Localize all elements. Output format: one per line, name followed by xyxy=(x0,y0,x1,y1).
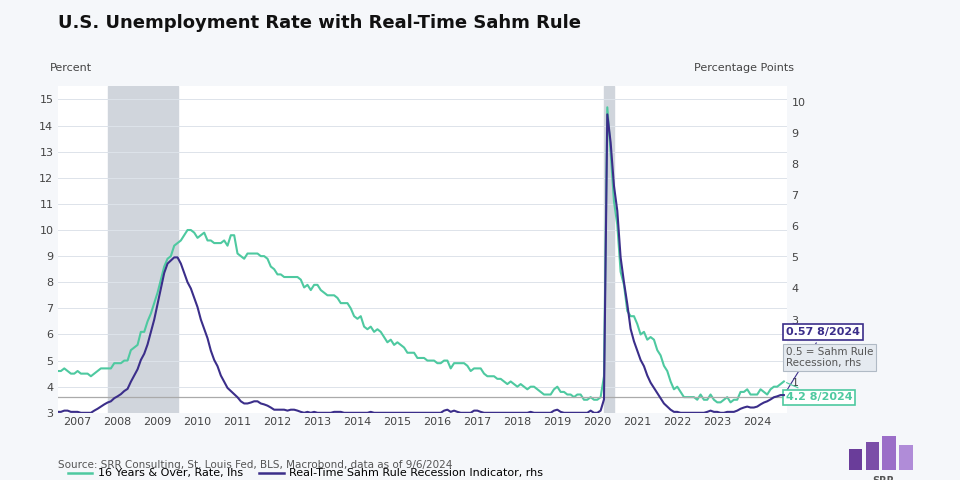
Text: 0.5 = Sahm Rule
Recession, rhs: 0.5 = Sahm Rule Recession, rhs xyxy=(786,347,874,368)
Bar xyxy=(849,449,862,470)
Bar xyxy=(882,436,897,470)
Bar xyxy=(604,86,614,413)
Text: Percentage Points: Percentage Points xyxy=(694,63,795,73)
Text: 0.57 8/2024: 0.57 8/2024 xyxy=(785,327,860,393)
Legend: 16 Years & Over, Rate, lhs, Real-Time Sahm Rule Recession Indicator, rhs: 16 Years & Over, Rate, lhs, Real-Time Sa… xyxy=(63,464,548,480)
Bar xyxy=(900,445,913,470)
Text: Percent: Percent xyxy=(50,63,92,73)
Bar xyxy=(108,86,178,413)
Text: U.S. Unemployment Rate with Real-Time Sahm Rule: U.S. Unemployment Rate with Real-Time Sa… xyxy=(58,14,581,33)
Text: Source: SRR Consulting, St. Louis Fed, BLS, Macrobond, data as of 9/6/2024: Source: SRR Consulting, St. Louis Fed, B… xyxy=(58,460,452,470)
Text: 4.2 8/2024: 4.2 8/2024 xyxy=(786,383,852,402)
Text: SRR: SRR xyxy=(872,476,895,480)
Bar xyxy=(866,442,879,470)
